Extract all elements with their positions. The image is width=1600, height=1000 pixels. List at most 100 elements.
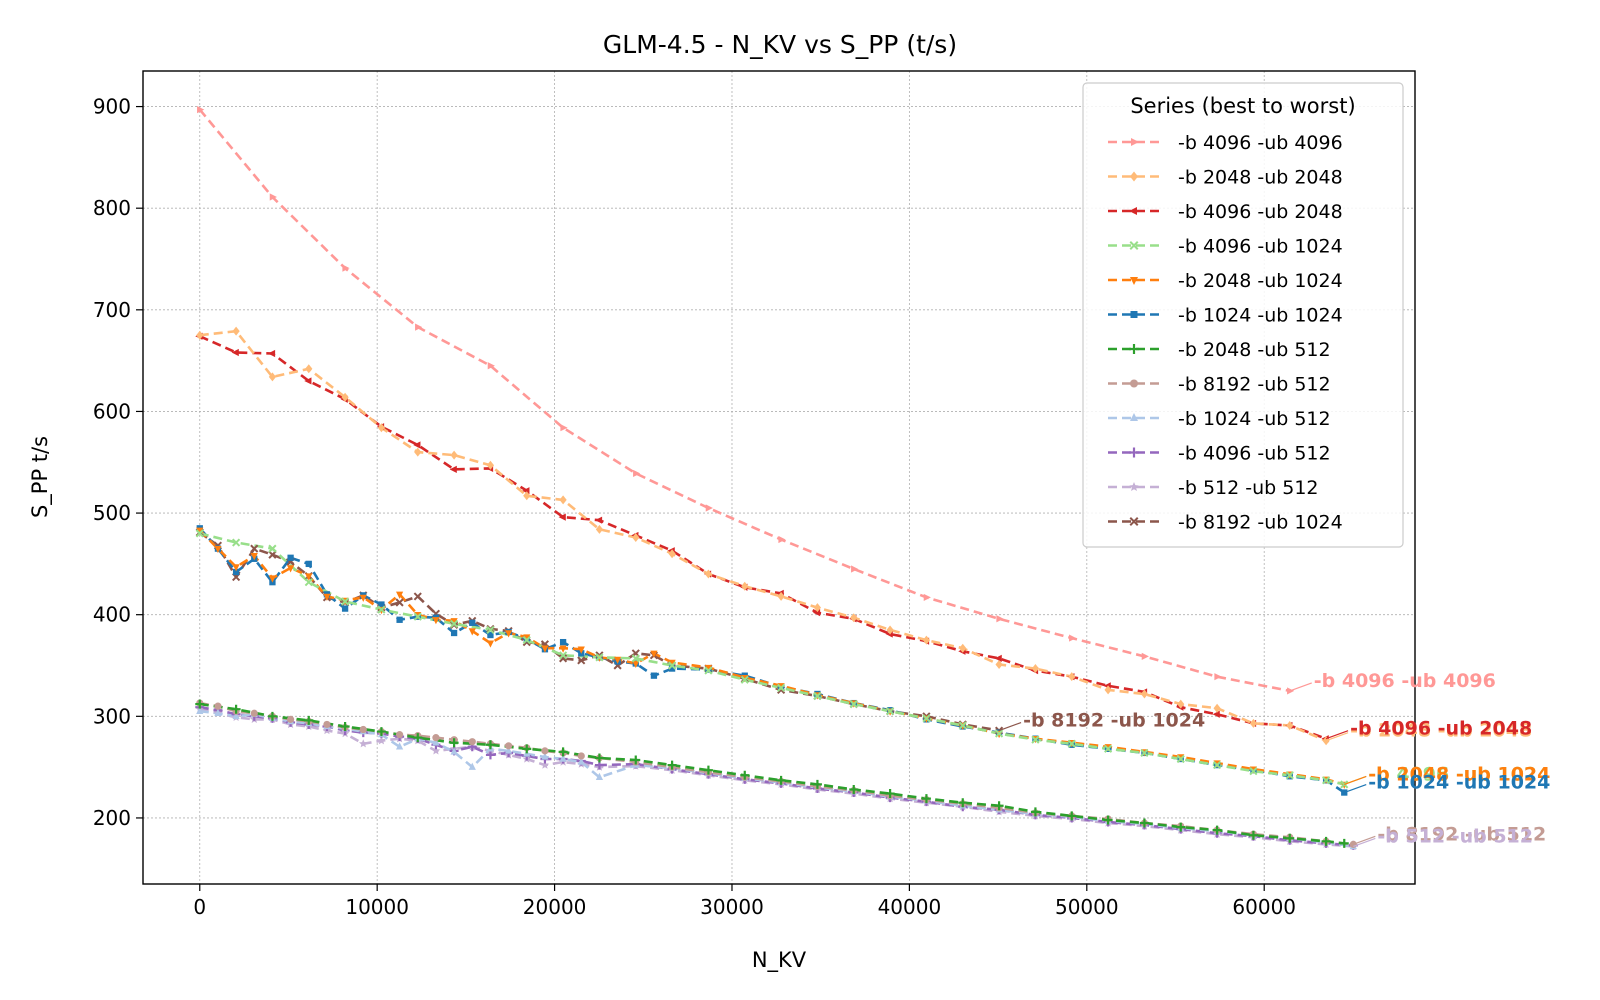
data-point-b-4096-ub-2048 [594,516,603,524]
data-point-b-4096-ub-1024 [413,612,422,621]
data-point-b-4096-ub-1024 [559,651,568,660]
data-point-b-2048-ub-2048 [1104,685,1112,695]
data-point-b-4096-ub-2048 [231,348,239,357]
data-point-b-2048-ub-512 [413,733,423,743]
data-point-b-2048-ub-1024 [268,575,277,583]
data-point-b-4096-ub-1024 [195,529,204,538]
data-point-b-4096-ub-1024 [777,683,786,692]
data-point-b-4096-ub-1024 [813,691,822,701]
legend-entry: -b 4096 -ub 1024 [1108,236,1343,258]
end-label-leader [1325,730,1349,740]
y-tick-label: 500 [93,501,131,525]
data-point-b-1024-ub-512 [541,752,549,760]
data-point-b-2048-ub-1024 [486,640,495,648]
data-point-b-2048-ub-1024 [232,564,240,572]
data-point-b-2048-ub-512 [994,801,1004,811]
end-label-leader [1344,783,1367,794]
legend-label: -b 4096 -ub 4096 [1178,132,1343,154]
data-point-b-8192-ub-512 [504,742,513,750]
data-point-b-2048-ub-1024 [196,527,204,535]
data-point-b-1024-ub-1024 [305,560,312,568]
data-point-b-2048-ub-512 [594,753,604,763]
data-point-b-1024-ub-1024 [668,665,676,672]
series-line-b-2048-ub-2048 [199,329,1327,742]
data-point-b-2048-ub-2048 [959,643,967,653]
data-point-b-2048-ub-2048 [305,364,313,374]
end-label-b-512-ub-512: -b 512 -ub 512 [1377,825,1533,847]
data-point-b-2048-ub-1024 [359,594,367,602]
data-point-b-2048-ub-512 [1067,811,1077,821]
legend-entry: -b 4096 -ub 4096 [1108,132,1343,154]
data-point-b-4096-ub-1024 [268,544,277,553]
data-point-b-2048-ub-2048 [632,532,640,542]
legend-entry: -b 4096 -ub 512 [1108,443,1331,465]
x-tick-label: 20000 [523,895,587,919]
legend-swatch-marker [1129,517,1139,526]
data-point-b-4096-ub-4096 [851,565,859,573]
data-point-b-4096-ub-4096 [1141,652,1149,660]
legend-swatch-marker [1129,207,1137,215]
legend-label: -b 2048 -ub 1024 [1178,270,1343,292]
data-point-b-2048-ub-512 [1285,833,1295,843]
data-point-b-2048-ub-512 [304,715,314,725]
y-tick-label: 600 [93,399,131,423]
y-axis-label: S_PP t/s [28,436,53,518]
data-point-b-8192-ub-1024 [413,592,422,601]
x-tick-label: 60000 [1232,895,1296,919]
legend-label: -b 2048 -ub 2048 [1178,167,1343,189]
data-point-b-2048-ub-512 [1212,825,1222,835]
end-label-b-2048-ub-1024: -b 2048 -ub 1024 [1368,763,1550,785]
data-point-b-4096-ub-1024 [668,661,677,670]
data-point-b-2048-ub-512 [1321,836,1331,846]
data-point-b-2048-ub-512 [340,721,350,731]
data-point-b-2048-ub-512 [449,738,459,748]
data-point-b-4096-ub-512 [485,750,495,760]
data-point-b-1024-ub-1024 [469,619,476,626]
data-point-b-2048-ub-512 [1139,818,1149,828]
data-point-b-1024-ub-512 [450,747,458,755]
series-markers [195,106,1358,851]
legend-label: -b 8192 -ub 1024 [1178,512,1343,534]
data-point-b-4096-ub-2048 [413,441,421,449]
end-label-leader [998,721,1022,732]
data-point-b-4096-ub-1024 [849,700,858,709]
data-point-b-4096-ub-1024 [1285,771,1294,780]
data-point-b-4096-ub-1024 [631,654,640,663]
x-axis-label: N_KV [752,948,807,973]
data-point-b-4096-ub-1024 [704,666,713,675]
data-point-b-2048-ub-2048 [922,635,931,645]
data-point-b-4096-ub-2048 [994,654,1002,662]
data-point-b-4096-ub-4096 [1214,673,1222,681]
data-point-b-2048-ub-2048 [1068,672,1076,682]
data-point-b-4096-ub-1024 [1176,754,1185,764]
data-point-b-4096-ub-1024 [1322,776,1331,785]
data-point-b-2048-ub-2048 [995,659,1003,669]
data-point-b-2048-ub-512 [231,704,241,714]
data-point-b-1024-ub-512 [232,711,240,720]
data-point-b-2048-ub-1024 [577,646,585,654]
legend-entry: -b 2048 -ub 2048 [1108,167,1343,189]
legend-label: -b 1024 -ub 512 [1178,408,1331,430]
data-point-b-2048-ub-2048 [523,491,531,501]
data-point-b-2048-ub-2048 [813,603,822,613]
legend-swatch-marker [1130,171,1138,182]
data-point-b-2048-ub-2048 [741,581,749,591]
data-point-b-2048-ub-1024 [323,593,331,601]
data-point-b-4096-ub-4096 [633,469,641,478]
data-point-b-4096-ub-4096 [197,106,205,114]
x-tick-label: 10000 [345,895,409,919]
x-tick-label: 50000 [1055,895,1119,919]
data-point-b-2048-ub-1024 [468,628,476,636]
data-point-b-1024-ub-512 [395,742,404,750]
data-point-b-4096-ub-1024 [1249,767,1258,776]
data-point-b-2048-ub-2048 [196,330,204,340]
data-point-b-4096-ub-2048 [449,465,457,473]
data-point-b-2048-ub-1024 [650,650,658,658]
data-point-b-2048-ub-2048 [377,423,386,433]
end-label-b-1024-ub-1024: -b 1024 -ub 1024 [1368,772,1550,794]
data-point-b-2048-ub-512 [376,727,386,737]
data-point-b-2048-ub-512 [885,789,895,799]
legend-title: Series (best to worst) [1130,94,1355,118]
data-point-b-1024-ub-512 [595,772,604,780]
data-point-b-2048-ub-2048 [595,524,604,534]
